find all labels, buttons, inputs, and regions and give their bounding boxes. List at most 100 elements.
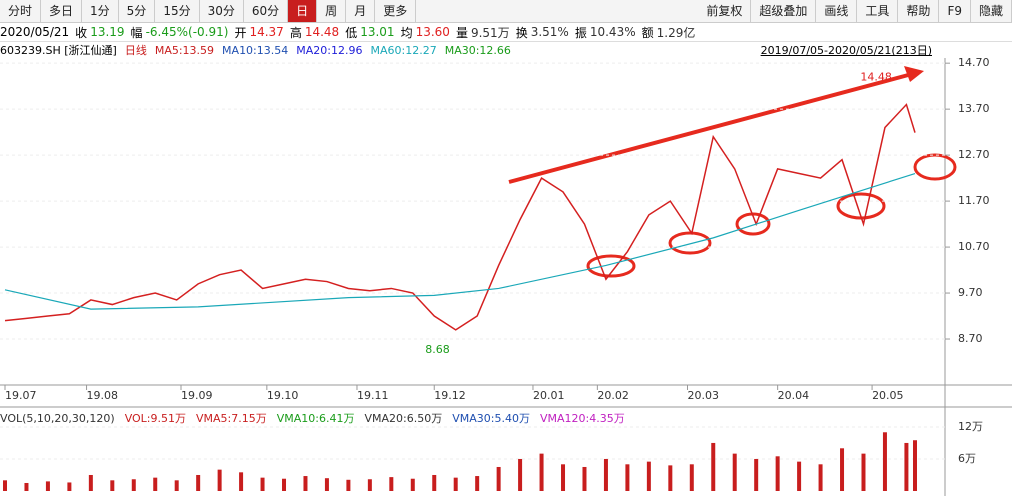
info-value: 13.01 [360, 25, 395, 39]
x-tick-label: 19.12 [434, 389, 466, 402]
toolbar-button[interactable]: 隐藏 [971, 0, 1012, 22]
x-tick-label: 19.10 [267, 389, 299, 402]
annotation: 14.48 [860, 70, 892, 83]
volume-bar [389, 477, 394, 491]
y-tick-label: 13.70 [958, 102, 990, 115]
info-value: 10.43% [589, 25, 636, 39]
toolbar-button[interactable]: 工具 [857, 0, 899, 22]
toolbar-button[interactable]: 更多 [375, 0, 417, 22]
info-value: 14.37 [249, 25, 284, 39]
date-range: 2019/07/05-2020/05/21(213日) [760, 44, 932, 57]
toolbar-button[interactable]: F9 [939, 0, 971, 22]
trend-arrow [508, 72, 913, 184]
price-line [4, 103, 916, 331]
y-tick-label: 8.70 [958, 332, 983, 345]
info-value: 9.51万 [470, 25, 510, 40]
volume-bar [45, 481, 50, 491]
info-label: 收 [75, 25, 88, 40]
toolbar-button[interactable]: 帮助 [898, 0, 940, 22]
volume-bar [88, 474, 93, 491]
info-label: 均 [400, 25, 413, 40]
info-label: 额 [641, 25, 654, 40]
info-label: 幅 [130, 25, 143, 40]
volume-bar [518, 458, 523, 491]
toolbar-button[interactable]: 5分 [119, 0, 156, 22]
info-value: -6.45%(-0.91) [145, 25, 229, 39]
ma-legend: MA5:13.59 [154, 43, 215, 57]
info-value: 13.19 [90, 25, 125, 39]
x-tick-label: 19.08 [87, 389, 119, 402]
info-label: 开 [234, 25, 247, 40]
info-label: 高 [289, 25, 302, 40]
info-bar: 2020/05/21 收 13.19 幅 -6.45%(-0.91) 开 14.37 高 14.… [0, 23, 1012, 42]
info-label: 换 [515, 25, 528, 40]
info-label: 低 [345, 25, 358, 40]
volume-bar [582, 466, 587, 491]
toolbar-button[interactable]: 分时 [0, 0, 42, 22]
circle [586, 254, 636, 278]
x-tick-label: 20.04 [778, 389, 810, 402]
volume-bar [913, 440, 917, 491]
volume-bar [882, 432, 887, 491]
toolbar-button[interactable]: 30分 [200, 0, 244, 22]
volume-bar [561, 464, 566, 491]
volume-bar [453, 477, 458, 491]
price-line [4, 172, 916, 310]
info-value: 13.60 [415, 25, 450, 39]
toolbar-button[interactable]: 15分 [155, 0, 200, 22]
x-tick-label: 20.03 [688, 389, 720, 402]
volume-legend-item: VMA10:6.41万 [276, 412, 355, 425]
volume-bar [646, 461, 651, 491]
y-tick-label: 14.70 [958, 56, 990, 69]
volume-bar [3, 480, 7, 491]
y-tick-label: 12.70 [958, 148, 990, 161]
toolbar-right: 前复权 超级叠加 画线 工具 帮助 F9 隐藏 [698, 0, 1012, 22]
volume-legend-item: VMA120:4.35万 [540, 412, 625, 425]
volume-bar [840, 448, 845, 491]
toolbar-left: 分时 多日 1分 5分 15分 30分 60分日周月更多 [0, 0, 417, 22]
ma-legend: MA60:12.27 [370, 43, 437, 57]
volume-bar [410, 478, 415, 491]
date: 2020/05/21 [0, 25, 70, 39]
toolbar-button[interactable]: 前复权 [698, 0, 752, 22]
toolbar-button[interactable]: 60分 [244, 0, 289, 22]
volume-legend-item: VOL:9.51万 [124, 412, 187, 425]
x-tick-label: 19.11 [357, 389, 389, 402]
circle [913, 153, 957, 181]
volume-bar [196, 474, 201, 491]
volume-bar [496, 466, 501, 491]
y-tick-label: 10.70 [958, 240, 990, 253]
y-tick-label: 11.70 [958, 194, 990, 207]
ma-legend: MA20:12.96 [296, 43, 363, 57]
toolbar-button[interactable]: 周 [317, 0, 347, 22]
volume-bar [754, 458, 759, 491]
toolbar-button[interactable]: 1分 [82, 0, 119, 22]
volume-bar [174, 480, 179, 491]
volume-bar [797, 461, 802, 491]
info-value: 3.51% [530, 25, 569, 39]
toolbar-button[interactable]: 月 [346, 0, 376, 22]
volume-bar [110, 480, 115, 491]
x-tick-label: 20.01 [533, 389, 565, 402]
x-tick-label: 20.02 [597, 389, 629, 402]
toolbar-button[interactable]: 超级叠加 [751, 0, 817, 22]
x-tick-label: 20.05 [872, 389, 904, 402]
info-label: 量 [455, 25, 468, 40]
toolbar-button[interactable]: 画线 [816, 0, 858, 22]
x-tick-label: 19.09 [181, 389, 213, 402]
volume-bar [131, 479, 136, 491]
toolbar-button[interactable]: 多日 [41, 0, 83, 22]
volume-bar [239, 472, 244, 491]
volume-legend-item: VMA5:7.15万 [196, 412, 267, 425]
annotation: 8.68 [425, 343, 450, 356]
volume-bar [603, 458, 608, 491]
volume-bar [539, 453, 544, 491]
volume-bar [367, 479, 372, 491]
volume-bar [303, 476, 308, 491]
toolbar-button[interactable]: 日 [288, 0, 318, 22]
circle [668, 231, 712, 255]
toolbar: 分时 多日 1分 5分 15分 30分 60分日周月更多 前复权 超级叠加 画线 工具 帮助 F9 隐藏 [0, 0, 1012, 23]
volume-bar [346, 479, 351, 491]
